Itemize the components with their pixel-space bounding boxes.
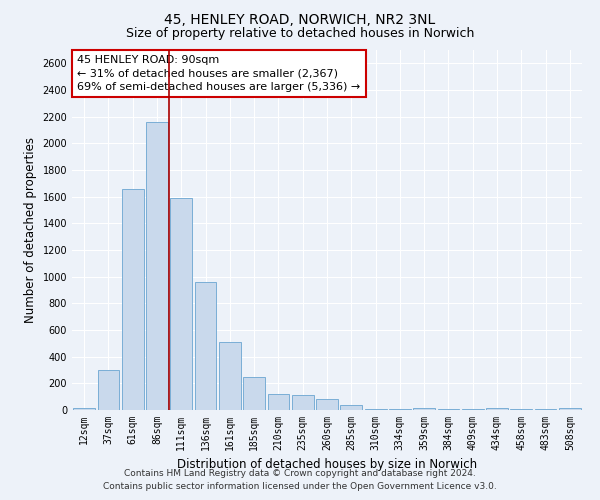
Bar [219, 342, 241, 410]
Bar [559, 408, 581, 410]
Y-axis label: Number of detached properties: Number of detached properties [24, 137, 37, 323]
Text: 45, HENLEY ROAD, NORWICH, NR2 3NL: 45, HENLEY ROAD, NORWICH, NR2 3NL [164, 12, 436, 26]
Text: 45 HENLEY ROAD: 90sqm
← 31% of detached houses are smaller (2,367)
69% of semi-d: 45 HENLEY ROAD: 90sqm ← 31% of detached … [77, 56, 361, 92]
Bar [170, 198, 192, 410]
X-axis label: Distribution of detached houses by size in Norwich: Distribution of detached houses by size … [177, 458, 477, 471]
Text: Size of property relative to detached houses in Norwich: Size of property relative to detached ho… [126, 28, 474, 40]
Bar [486, 408, 508, 410]
Bar [73, 408, 95, 410]
Bar [365, 408, 386, 410]
Bar [316, 400, 338, 410]
Bar [413, 408, 435, 410]
Bar [268, 394, 289, 410]
Bar [292, 394, 314, 410]
Bar [97, 370, 119, 410]
Bar [194, 282, 217, 410]
Bar [146, 122, 168, 410]
Text: Contains HM Land Registry data © Crown copyright and database right 2024.
Contai: Contains HM Land Registry data © Crown c… [103, 470, 497, 491]
Bar [340, 406, 362, 410]
Bar [243, 378, 265, 410]
Bar [122, 188, 143, 410]
